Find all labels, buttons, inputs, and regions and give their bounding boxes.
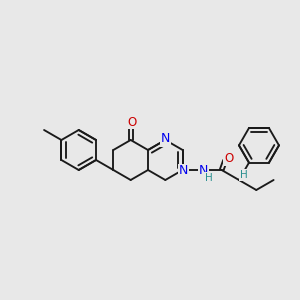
Text: N: N [199,164,208,178]
Text: H: H [240,170,248,180]
Text: O: O [224,152,234,165]
Text: O: O [127,116,136,128]
Text: N: N [160,133,170,146]
Text: N: N [179,164,188,178]
Text: H: H [205,173,212,183]
